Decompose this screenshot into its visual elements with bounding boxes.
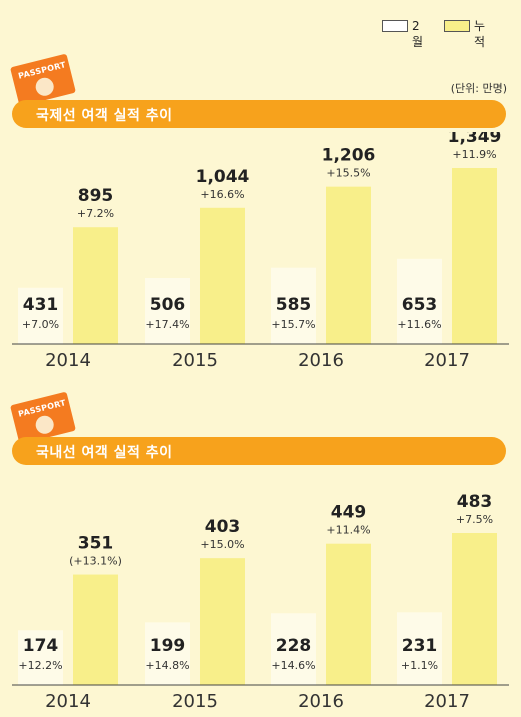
intl-growth-cum-2016: +15.5% bbox=[326, 167, 370, 180]
legend-swatch-cumulative bbox=[444, 20, 470, 32]
dom-growth-feb-2015: +14.8% bbox=[145, 659, 189, 672]
dom-tick-2017: 2017 bbox=[424, 691, 470, 712]
dom-growth-feb-2014: +12.2% bbox=[18, 659, 62, 672]
dom-bar-feb-2015 bbox=[145, 622, 190, 685]
dom-growth-feb-2017: +1.1% bbox=[401, 659, 438, 672]
intl-chart-title: 국제선 여객 실적 추이 bbox=[36, 108, 173, 124]
intl-growth-feb-2014: +7.0% bbox=[22, 318, 59, 331]
intl-tick-2016: 2016 bbox=[298, 350, 344, 371]
intl-bar-feb-2014 bbox=[18, 287, 63, 344]
intl-label-cum-2014: 895 bbox=[78, 186, 114, 206]
intl-growth-feb-2016: +15.7% bbox=[271, 318, 315, 331]
intl-growth-cum-2017: +11.9% bbox=[452, 148, 496, 161]
intl-chart-header: 국제선 여객 실적 추이 bbox=[12, 100, 506, 128]
dom-bar-cum-2014 bbox=[73, 574, 118, 685]
intl-bar-cum-2017 bbox=[452, 168, 497, 344]
dom-label-cum-2017: 483 bbox=[457, 492, 493, 512]
legend-label-feb: 2월 bbox=[412, 19, 424, 49]
intl-label-cum-2015: 1,044 bbox=[196, 167, 250, 187]
intl-growth-feb-2015: +17.4% bbox=[145, 318, 189, 331]
dom-growth-feb-2016: +14.6% bbox=[271, 659, 315, 672]
intl-growth-cum-2014: +7.2% bbox=[77, 207, 114, 220]
dom-bar-feb-2016 bbox=[271, 613, 316, 685]
intl-passenger-chart: 431 +7.0% 895+7.2% 2014 506 +17.4% 1,044+16.6%… bbox=[12, 132, 509, 371]
intl-bar-feb-2015 bbox=[145, 277, 190, 344]
intl-tick-2014: 2014 bbox=[45, 350, 91, 371]
dom-bar-feb-2017 bbox=[397, 612, 442, 685]
intl-bar-cum-2014 bbox=[73, 227, 118, 344]
dom-label-feb-2016: 228 bbox=[276, 636, 312, 656]
dom-chart-title: 국내선 여객 실적 추이 bbox=[36, 445, 173, 461]
intl-tick-2015: 2015 bbox=[172, 350, 218, 371]
intl-bar-feb-2016 bbox=[271, 267, 316, 344]
dom-bar-cum-2017 bbox=[452, 533, 497, 685]
dom-label-feb-2015: 199 bbox=[150, 636, 186, 656]
dom-passenger-chart: 174 +12.2% 351(+13.1%) 2014 199 +14.8% 403+15.… bbox=[12, 492, 509, 712]
dom-tick-2015: 2015 bbox=[172, 691, 218, 712]
dom-tick-2014: 2014 bbox=[45, 691, 91, 712]
dom-chart-header: 국내선 여객 실적 추이 bbox=[12, 437, 506, 465]
globe-icon-2 bbox=[33, 413, 56, 436]
legend-label-cumulative: 누적 bbox=[474, 19, 486, 49]
dom-label-cum-2016: 449 bbox=[331, 503, 367, 523]
intl-label-feb-2016: 585 bbox=[276, 295, 312, 315]
dom-tick-2016: 2016 bbox=[298, 691, 344, 712]
dom-label-feb-2017: 231 bbox=[402, 636, 438, 656]
intl-label-feb-2017: 653 bbox=[402, 295, 438, 315]
intl-label-cum-2017: 1,349 bbox=[448, 132, 502, 147]
intl-growth-feb-2017: +11.6% bbox=[397, 318, 441, 331]
dom-label-cum-2015: 403 bbox=[205, 517, 241, 537]
dom-label-feb-2014: 174 bbox=[23, 636, 59, 656]
dom-bar-cum-2015 bbox=[200, 558, 245, 685]
intl-label-cum-2016: 1,206 bbox=[322, 146, 376, 166]
passport-icon: PASSPORT bbox=[10, 53, 76, 107]
intl-tick-2017: 2017 bbox=[424, 350, 470, 371]
intl-bar-cum-2015 bbox=[200, 207, 245, 344]
dom-bar-cum-2016 bbox=[326, 543, 371, 685]
intl-bar-cum-2016 bbox=[326, 186, 371, 344]
globe-icon bbox=[33, 75, 56, 98]
unit-label: (단위: 만명) bbox=[450, 82, 507, 95]
intl-growth-cum-2015: +16.6% bbox=[200, 188, 244, 201]
intl-label-feb-2014: 431 bbox=[23, 295, 59, 315]
dom-growth-cum-2016: +11.4% bbox=[326, 524, 370, 537]
dom-bar-feb-2014 bbox=[18, 630, 63, 685]
legend-swatch-feb bbox=[382, 20, 408, 32]
dom-growth-cum-2014: (+13.1%) bbox=[69, 555, 122, 568]
dom-growth-cum-2017: +7.5% bbox=[456, 513, 493, 526]
dom-growth-cum-2015: +15.0% bbox=[200, 538, 244, 551]
dom-label-cum-2014: 351 bbox=[78, 534, 114, 554]
intl-bar-feb-2017 bbox=[397, 258, 442, 344]
intl-label-feb-2015: 506 bbox=[150, 295, 186, 315]
